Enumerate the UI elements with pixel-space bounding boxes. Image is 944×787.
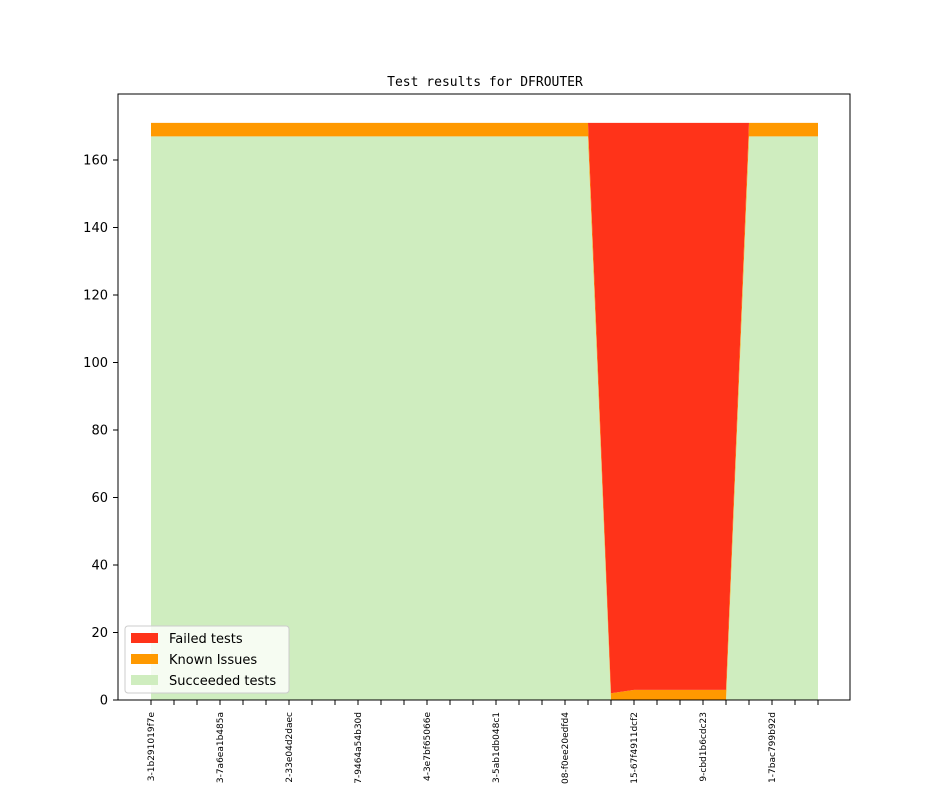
area-succeeded-tests xyxy=(151,136,818,700)
x-axis: 3-1b291019f7e 3-7a6ea1b485a 2-33e04d2daec 7… xyxy=(147,700,819,784)
y-tick-label: 140 xyxy=(83,221,108,236)
legend-label: Succeeded tests xyxy=(169,674,276,689)
y-tick-label: 40 xyxy=(91,559,108,574)
legend-swatch xyxy=(131,654,158,664)
legend-label: Known Issues xyxy=(169,653,257,668)
plot-frame xyxy=(117,93,851,701)
y-axis: 0 20 40 60 80 100 120 140 160 xyxy=(83,154,118,709)
x-tick-label: 3-7a6ea1b485a xyxy=(216,712,226,783)
x-tick-label: 9-cbd1b6cdc23 xyxy=(699,712,709,782)
area-failed-tests xyxy=(151,122,818,694)
legend-swatch xyxy=(131,675,158,685)
x-tick-label: 08-f0ee20edfd4 xyxy=(561,712,571,784)
y-tick-label: 100 xyxy=(83,356,108,371)
legend-swatch xyxy=(131,633,158,643)
chart-title: Test results for DFROUTER xyxy=(387,75,583,90)
x-tick-label: 1-7bac799b92d xyxy=(768,712,778,783)
y-tick-label: 0 xyxy=(100,694,108,709)
y-tick-label: 160 xyxy=(83,154,108,169)
legend: Failed tests Known Issues Succeeded tests xyxy=(124,625,290,694)
y-tick-label: 120 xyxy=(83,289,108,304)
x-tick-label: 7-9464a54b30d xyxy=(354,712,364,784)
x-tick-label: 15-67f4911dcf2 xyxy=(630,712,640,784)
x-tick-label: 3-1b291019f7e xyxy=(147,712,157,782)
x-tick-label: 2-33e04d2daec xyxy=(285,712,295,783)
x-tick-label: 3-5ab1db048c1 xyxy=(492,712,502,783)
y-tick-label: 20 xyxy=(91,626,108,641)
x-tick-label: 4-3e7bf65066e xyxy=(423,712,433,781)
area-layers xyxy=(151,122,818,700)
legend-box xyxy=(124,625,290,694)
y-tick-label: 80 xyxy=(91,424,108,439)
y-tick-label: 60 xyxy=(91,491,108,506)
legend-label: Failed tests xyxy=(169,632,243,647)
